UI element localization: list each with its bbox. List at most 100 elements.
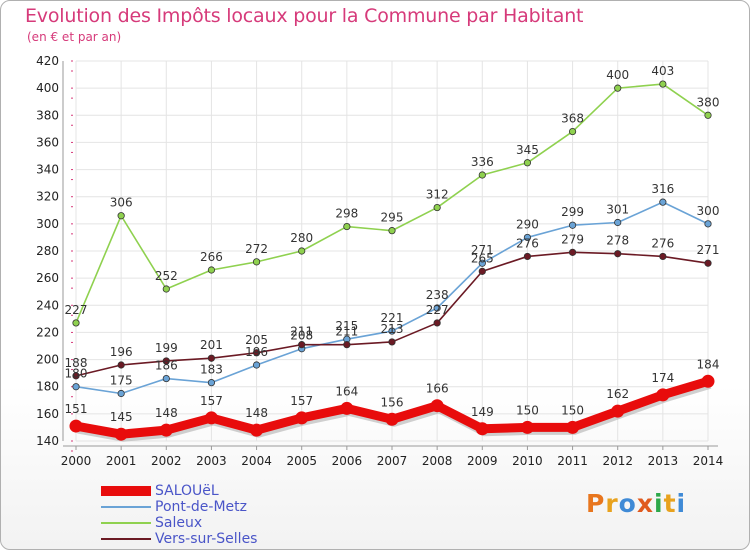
data-label: 166 bbox=[426, 382, 449, 396]
data-label: 298 bbox=[335, 207, 358, 221]
y-tick-label: 300 bbox=[36, 217, 59, 231]
data-label: 211 bbox=[290, 325, 313, 339]
data-point bbox=[204, 411, 218, 425]
y-tick-label: 200 bbox=[36, 353, 59, 367]
data-label: 380 bbox=[697, 95, 720, 109]
y-tick-label: 380 bbox=[36, 108, 59, 122]
x-tick-label: 2012 bbox=[602, 454, 633, 468]
data-point bbox=[117, 212, 125, 220]
data-label: 162 bbox=[606, 387, 629, 401]
data-point bbox=[478, 259, 486, 267]
legend-item-salouel[interactable]: SALOUëL bbox=[101, 483, 257, 499]
data-label: 306 bbox=[110, 196, 133, 210]
data-label: 278 bbox=[606, 234, 629, 248]
data-point bbox=[659, 252, 667, 261]
data-label: 199 bbox=[155, 341, 178, 355]
data-point bbox=[566, 420, 580, 434]
data-labels: 227 306 252 266 272 280 298 295 312 336 345 368 400 4… bbox=[65, 64, 720, 424]
x-tick-label: 2002 bbox=[151, 454, 182, 468]
data-label: 196 bbox=[245, 345, 268, 359]
y-tick-label: 240 bbox=[36, 298, 59, 312]
data-point bbox=[659, 80, 667, 88]
data-label: 279 bbox=[561, 232, 584, 246]
data-label: 175 bbox=[110, 374, 133, 388]
data-label: 205 bbox=[245, 333, 268, 347]
y-tick-label: 420 bbox=[36, 54, 59, 68]
data-label: 295 bbox=[381, 211, 404, 225]
data-label: 252 bbox=[155, 269, 178, 283]
logo-letter: x bbox=[636, 489, 654, 518]
data-label: 215 bbox=[335, 319, 358, 333]
data-label: 157 bbox=[200, 394, 223, 408]
data-point bbox=[72, 383, 80, 391]
data-point bbox=[520, 420, 534, 434]
data-label: 221 bbox=[381, 311, 404, 325]
data-label: 272 bbox=[245, 242, 268, 256]
legend-swatch bbox=[101, 522, 151, 524]
logo-letter: t bbox=[663, 489, 677, 518]
legend-label: SALOUëL bbox=[155, 483, 219, 499]
x-tick-label: 2007 bbox=[377, 454, 408, 468]
legend-swatch bbox=[101, 538, 151, 540]
data-label: 276 bbox=[651, 236, 674, 250]
legend-label: Pont-de-Metz bbox=[155, 499, 248, 515]
y-tick-label: 280 bbox=[36, 244, 59, 258]
data-point bbox=[252, 258, 261, 266]
y-tick-label: 400 bbox=[36, 81, 59, 95]
grid-lines bbox=[75, 60, 709, 442]
legend-item-vers-sur-selles[interactable]: Vers-sur-Selles bbox=[101, 531, 257, 547]
logo-letter: P bbox=[586, 489, 606, 518]
data-point bbox=[704, 111, 712, 119]
data-label: 271 bbox=[471, 243, 494, 257]
x-tick-label: 2008 bbox=[422, 454, 453, 468]
data-point bbox=[478, 171, 486, 179]
data-point bbox=[340, 401, 354, 415]
x-tick-label: 2004 bbox=[241, 454, 272, 468]
data-label: 316 bbox=[651, 182, 674, 196]
data-point bbox=[162, 357, 170, 365]
data-label: 299 bbox=[561, 205, 584, 219]
data-point bbox=[433, 304, 441, 312]
legend-item-pont-de-metz[interactable]: Pont-de-Metz bbox=[101, 499, 257, 515]
data-label: 186 bbox=[155, 359, 178, 373]
data-point bbox=[252, 361, 261, 369]
data-point bbox=[568, 248, 577, 256]
data-label: 227 bbox=[65, 303, 88, 317]
data-label: 180 bbox=[65, 367, 88, 381]
data-label: 150 bbox=[561, 403, 584, 417]
data-point bbox=[159, 423, 173, 437]
data-point bbox=[433, 319, 441, 327]
legend-item-saleux[interactable]: Saleux bbox=[101, 515, 257, 531]
data-point bbox=[388, 338, 396, 346]
data-label: 266 bbox=[200, 250, 223, 264]
data-label: 271 bbox=[697, 243, 720, 257]
series-lines bbox=[71, 83, 713, 442]
data-point bbox=[117, 361, 125, 369]
data-label: 276 bbox=[516, 236, 539, 250]
y-tick-label: 360 bbox=[36, 135, 59, 149]
logo-letter: i bbox=[654, 489, 664, 518]
x-tick-label: 2011 bbox=[557, 454, 588, 468]
data-point bbox=[298, 247, 306, 255]
data-point bbox=[614, 84, 622, 92]
axes: 140 160 180 200 220 240 260 280 300 320 340 360 380 4… bbox=[36, 54, 723, 468]
proxiti-logo[interactable]: Proxiti bbox=[586, 489, 686, 518]
x-tick-label: 2005 bbox=[286, 454, 317, 468]
y-tick-label: 320 bbox=[36, 190, 59, 204]
data-label: 183 bbox=[200, 363, 223, 377]
data-point bbox=[298, 341, 306, 349]
legend-label: Saleux bbox=[155, 515, 203, 531]
data-label: 345 bbox=[516, 143, 539, 157]
y-tick-label: 220 bbox=[36, 325, 59, 339]
x-tick-label: 2014 bbox=[693, 454, 724, 468]
data-label: 145 bbox=[110, 410, 133, 424]
data-label: 196 bbox=[110, 345, 133, 359]
data-label: 157 bbox=[290, 394, 313, 408]
logo-letter: o bbox=[618, 489, 637, 518]
legend-swatch bbox=[101, 506, 151, 508]
series-points bbox=[69, 80, 715, 441]
data-label: 188 bbox=[65, 356, 88, 370]
legend: SALOUëL Pont-de-Metz Saleux Vers-sur-Sel… bbox=[101, 483, 257, 547]
legend-label: Vers-sur-Selles bbox=[155, 531, 258, 547]
data-point bbox=[252, 349, 261, 357]
